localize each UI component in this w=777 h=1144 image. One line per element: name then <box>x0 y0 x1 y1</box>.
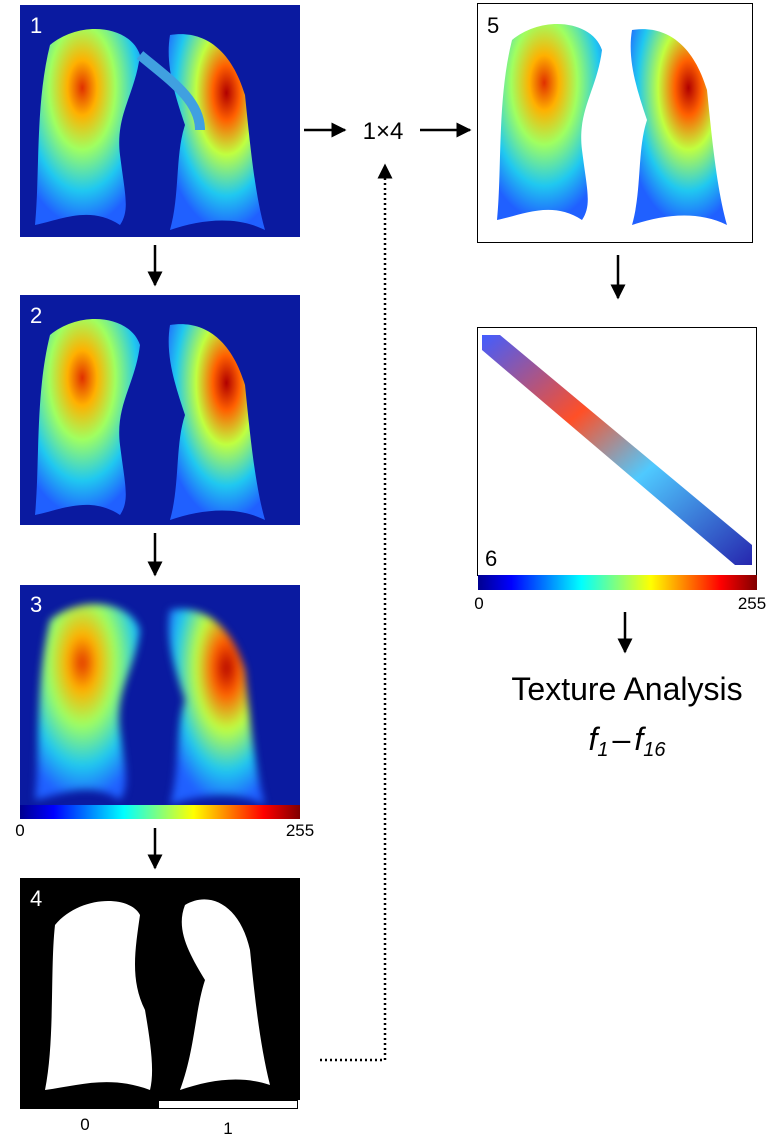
panel-label: 6 <box>485 546 497 571</box>
panel-label: 3 <box>30 592 42 617</box>
panel-3: 3 0 255 <box>15 585 314 840</box>
colorbar-min: 0 <box>474 594 483 613</box>
colorbar-max: 255 <box>286 821 314 840</box>
colorbar-min: 0 <box>15 821 24 840</box>
colorbar <box>478 575 757 590</box>
panel-label: 2 <box>30 303 42 328</box>
mask-label: 1 <box>223 1119 232 1138</box>
panel-2: 2 <box>20 295 300 525</box>
formula-part: 1 <box>597 739 608 761</box>
panel-4: 4 0 1 <box>20 878 300 1138</box>
panel-6: 6 0 255 <box>474 328 766 614</box>
formula-part: 16 <box>643 739 666 761</box>
output-formula: f1–f16 <box>589 721 667 761</box>
colorbar <box>20 805 300 819</box>
diagram: 1 2 3 0 255 4 0 1 5 6 0 255 1×4 Texture … <box>0 0 777 1139</box>
formula-part: – <box>613 721 631 757</box>
panel-label: 1 <box>30 13 42 38</box>
output-title: Texture Analysis <box>511 671 742 707</box>
panel-1: 1 <box>20 5 300 237</box>
panel-label: 5 <box>487 13 499 38</box>
page: 1 2 3 0 255 4 0 1 5 6 0 255 1×4 Texture … <box>0 0 777 1139</box>
operation: 1×4 <box>363 118 404 145</box>
mask-label: 0 <box>80 1115 89 1134</box>
panel-label: 4 <box>30 886 42 911</box>
panel-5: 5 <box>478 4 753 243</box>
colorbar-max: 255 <box>738 594 766 613</box>
